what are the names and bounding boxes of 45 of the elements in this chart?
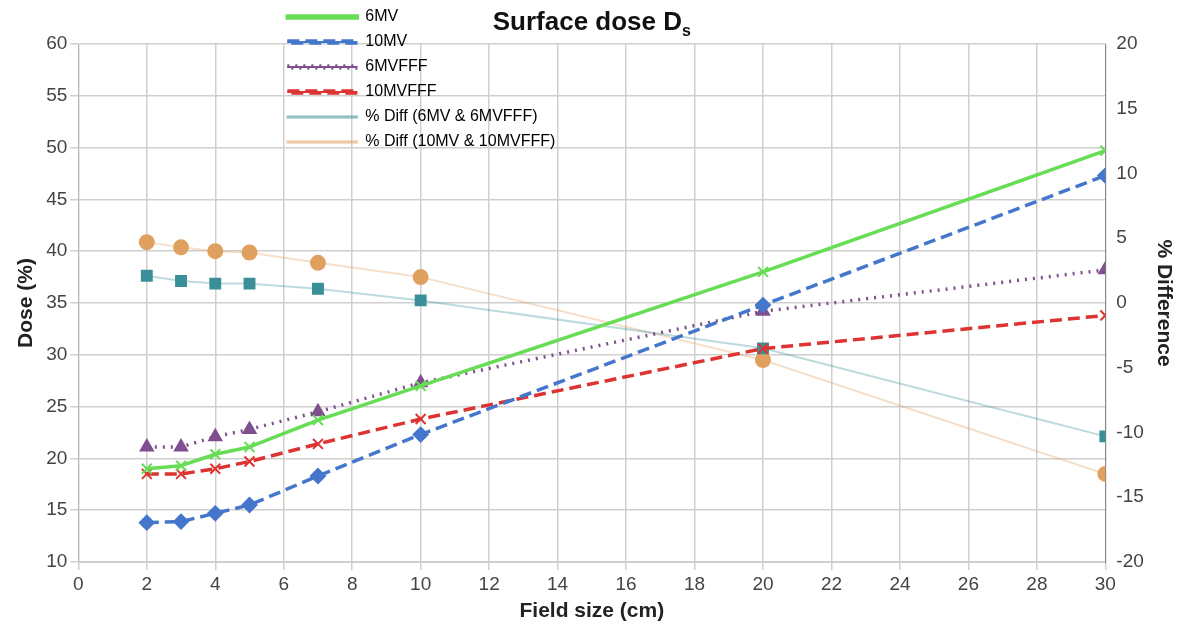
y-tick-label: 55 [46,84,68,106]
x-tick-label: 6 [278,572,290,594]
y2-axis-title: % Difference [1153,239,1177,367]
x-tick-label: 20 [752,572,774,594]
y2-tick-label: -10 [1116,420,1144,442]
legend-label: % Diff (10MV & 10MVFFF) [365,132,556,150]
y2-tick-label: 20 [1116,32,1138,54]
y-tick-label: 35 [46,291,68,313]
y2-tick-label: -15 [1116,485,1144,507]
y-axis-title: Dose (%) [13,258,37,348]
x-tick-label: 30 [1094,572,1116,594]
y-tick-label: 20 [46,446,68,468]
legend-label: 10MVFFF [365,82,437,100]
x-tick-label: 12 [478,572,500,594]
x-tick-label: 0 [73,572,84,594]
y-tick-label: 40 [46,239,68,261]
legend-label: 6MVFFF [365,57,428,75]
y-tick-label: 25 [46,394,68,416]
x-tick-label: 10 [410,572,432,594]
x-axis-title: Field size (cm) [519,598,665,622]
y2-tick-label: 0 [1116,291,1127,313]
x-tick-label: 18 [683,572,706,594]
x-tick-label: 14 [547,572,569,594]
legend-label: 6MV [365,7,399,25]
y-tick-label: 45 [46,187,68,209]
y-tick-label: 30 [46,343,68,365]
x-tick-label: 24 [889,572,911,594]
legend-label: 10MV [365,32,408,50]
y2-tick-label: 10 [1116,161,1138,183]
x-tick-label: 4 [209,572,221,594]
x-tick-label: 16 [615,572,637,594]
y2-tick-label: 5 [1116,226,1127,248]
x-tick-label: 26 [957,572,979,594]
y-tick-label: 15 [46,498,68,520]
x-tick-label: 28 [1026,572,1048,594]
x-tick-label: 2 [141,572,153,594]
x-tick-label: 22 [820,572,843,594]
y2-tick-label: -20 [1116,550,1144,572]
y-tick-label: 60 [46,32,68,54]
y2-tick-label: 15 [1116,96,1138,118]
y-tick-label: 50 [46,135,68,157]
y-tick-label: 10 [46,550,68,572]
legend-label: % Diff (6MV & 6MVFFF) [365,107,538,125]
y2-tick-label: -5 [1116,355,1134,377]
x-tick-label: 8 [346,572,358,594]
